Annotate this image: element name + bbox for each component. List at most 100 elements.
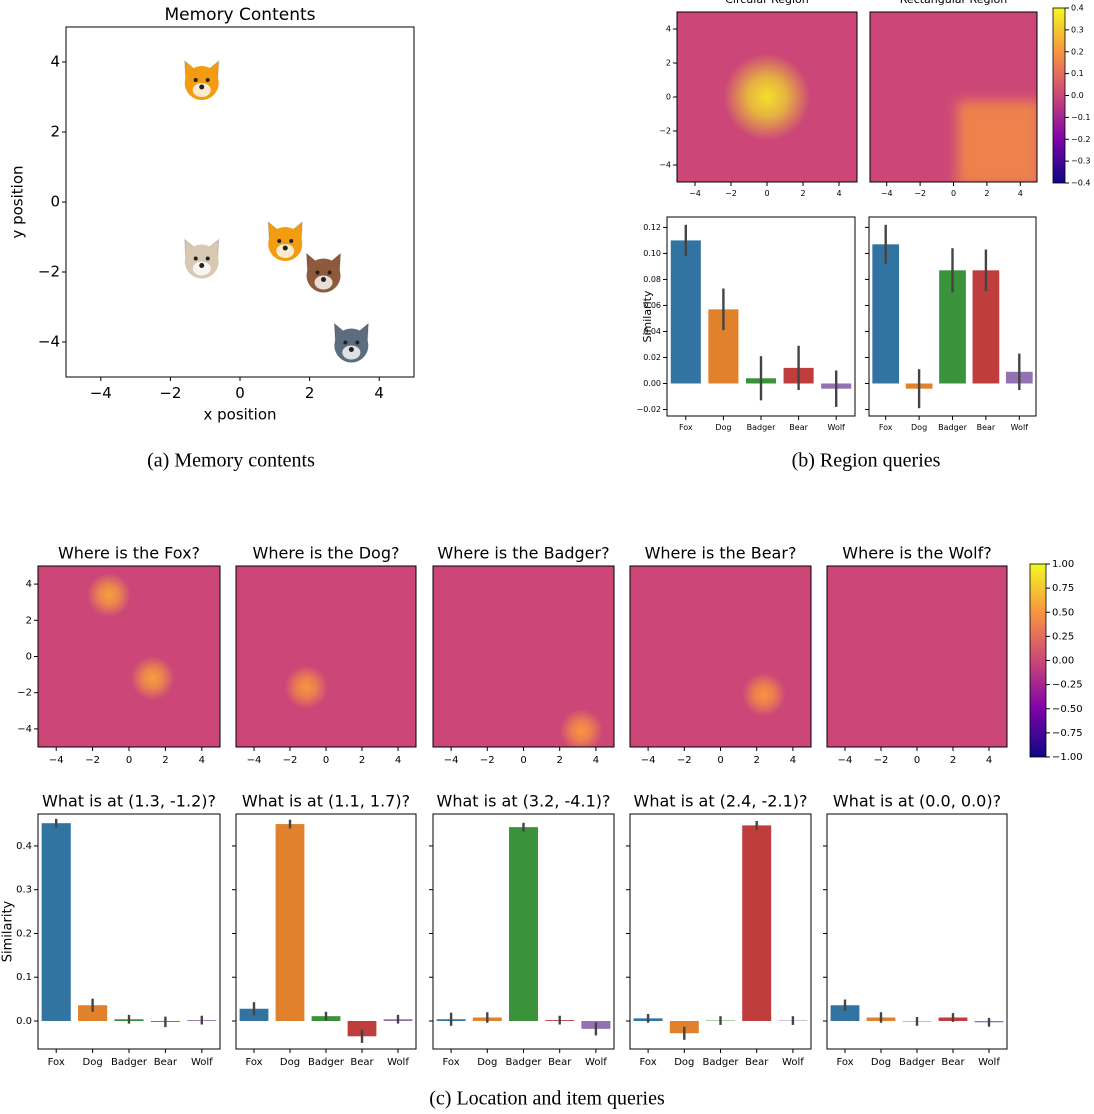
marker-icon <box>185 61 219 100</box>
marker-nose <box>283 246 288 251</box>
x-tick-label: 4 <box>1018 189 1023 198</box>
bar <box>509 827 538 1021</box>
colorbar-tick-label: −0.1 <box>1071 113 1090 122</box>
x-tick-label: 2 <box>984 189 989 198</box>
colorbar-tick-label: −0.75 <box>1052 728 1083 739</box>
heatmap-background <box>236 566 416 747</box>
x-tick-label: −4 <box>689 189 701 198</box>
y-tick-label: 0.02 <box>643 353 661 362</box>
y-tick-label: 4 <box>666 25 671 34</box>
axes-frame <box>66 27 414 377</box>
chart-title: What is at (1.3, -1.2)? <box>42 792 216 811</box>
marker-nose <box>321 277 326 282</box>
marker-eye <box>206 257 210 261</box>
y-tick-label: 0.0 <box>16 1016 32 1027</box>
heatmap-peak <box>742 673 785 716</box>
chart-title: Where is the Fox? <box>58 544 200 563</box>
x-axis-label: x position <box>203 406 276 424</box>
x-tick-label: 4 <box>986 755 992 766</box>
x-tick-label: Wolf <box>191 1057 213 1068</box>
chart-title: Circular Region <box>725 0 809 6</box>
x-tick-label: −4 <box>641 755 656 766</box>
x-tick-label: −2 <box>85 755 100 766</box>
x-tick-label: Dog <box>674 1057 694 1068</box>
colorbar-tick-label: −0.2 <box>1071 135 1090 144</box>
x-tick-label: Bear <box>745 1057 769 1068</box>
y-tick-label: 0.2 <box>16 928 32 939</box>
x-tick-label: Dog <box>715 423 731 432</box>
y-tick-label: 4 <box>50 53 60 71</box>
colorbar <box>1030 564 1046 757</box>
page: (a) Memory contents (b) Region queries (… <box>0 0 1094 1114</box>
x-tick-label: Bear <box>789 423 808 432</box>
x-tick-label: Badger <box>703 1057 740 1068</box>
colorbar-tick-label: 0.25 <box>1052 631 1074 642</box>
marker-eye <box>355 341 359 345</box>
x-tick-label: 4 <box>395 755 401 766</box>
x-tick-label: Fox <box>443 1057 460 1068</box>
chart-title: Where is the Dog? <box>253 544 400 563</box>
y-tick-label: 4 <box>26 579 32 590</box>
y-tick-label: 0 <box>666 93 671 102</box>
x-tick-label: −4 <box>90 384 112 402</box>
heatmap <box>827 566 1007 747</box>
chart-title: What is at (1.1, 1.7)? <box>242 792 410 811</box>
chart-title: Memory Contents <box>164 5 315 25</box>
figure: (a) Memory contents (b) Region queries (… <box>0 0 1094 1114</box>
x-tick-label: Bear <box>154 1057 178 1068</box>
x-tick-label: Badger <box>506 1057 543 1068</box>
colorbar-tick-label: 0.2 <box>1071 47 1084 56</box>
x-tick-label: −4 <box>247 755 262 766</box>
bar <box>276 824 305 1021</box>
x-tick-label: Bear <box>548 1057 572 1068</box>
y-tick-label: −0.02 <box>636 405 661 414</box>
x-tick-label: Dog <box>477 1057 497 1068</box>
heatmap-peak <box>724 54 810 140</box>
colorbar-tick-label: 0.1 <box>1071 69 1084 78</box>
x-tick-label: −4 <box>49 755 64 766</box>
heatmap <box>630 566 811 747</box>
x-tick-label: Wolf <box>585 1057 607 1068</box>
bar <box>671 240 701 383</box>
x-tick-label: Fox <box>48 1057 65 1068</box>
x-tick-label: Bear <box>977 423 996 432</box>
colorbar-tick-label: 0.3 <box>1071 25 1084 34</box>
colorbar-tick-label: −0.4 <box>1071 179 1090 188</box>
y-tick-label: 2 <box>50 123 60 141</box>
x-tick-label: −2 <box>914 189 926 198</box>
x-tick-label: Fox <box>879 423 893 432</box>
y-tick-label: 0.3 <box>16 885 32 896</box>
x-tick-label: 4 <box>790 755 796 766</box>
marker-icon <box>185 240 219 279</box>
x-tick-label: 0 <box>235 384 245 402</box>
x-tick-label: Dog <box>871 1057 891 1068</box>
marker-eye <box>277 239 281 243</box>
caption: (c) Location and item queries <box>429 1088 665 1110</box>
x-tick-label: 4 <box>836 189 841 198</box>
caption: (a) Memory contents <box>147 450 315 472</box>
marker-eye <box>289 239 293 243</box>
chart-title: What is at (3.2, -4.1)? <box>437 792 611 811</box>
x-tick-label: Badger <box>899 1057 936 1068</box>
marker-icon <box>268 222 302 261</box>
marker-nose <box>349 347 354 352</box>
marker-eye <box>194 257 198 261</box>
x-tick-label: 2 <box>754 755 760 766</box>
chart-title: Where is the Bear? <box>645 544 797 563</box>
y-tick-label: 2 <box>26 615 32 626</box>
x-tick-label: Badger <box>111 1057 148 1068</box>
heatmap-background <box>630 566 811 747</box>
y-tick-label: 0.4 <box>16 841 32 852</box>
y-tick-label: 0.10 <box>643 249 661 258</box>
y-tick-label: −2 <box>659 127 671 136</box>
x-tick-label: 0 <box>764 189 769 198</box>
x-tick-label: 4 <box>199 755 205 766</box>
colorbar-tick-label: 1.00 <box>1052 559 1074 570</box>
chart-title: Where is the Wolf? <box>842 544 991 563</box>
marker-eye <box>194 78 198 82</box>
x-tick-label: −2 <box>283 755 298 766</box>
heatmap <box>870 12 1041 186</box>
heatmap-peak <box>131 656 175 700</box>
x-tick-label: −4 <box>444 755 459 766</box>
heatmap-peak <box>87 573 131 617</box>
